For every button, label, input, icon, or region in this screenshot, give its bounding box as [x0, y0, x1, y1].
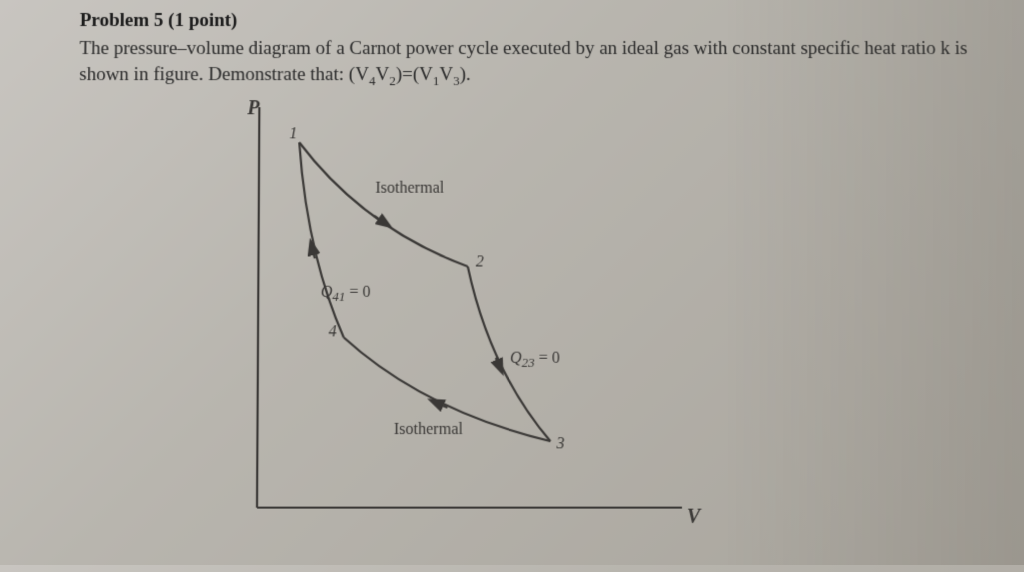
- point-1-label: 1: [289, 125, 297, 143]
- problem-text-pre: The pressure–volume diagram of a Carnot …: [79, 38, 967, 85]
- q23-label: Q23 = 0: [510, 350, 560, 372]
- problem-text-v2: V: [439, 64, 453, 85]
- problem-header: Problem 5 (1 point): [80, 10, 1005, 32]
- curve-1-2: [299, 142, 468, 266]
- q23-eq: = 0: [535, 350, 560, 367]
- isothermal-bottom-label: Isothermal: [394, 421, 463, 439]
- q41-q: Q: [321, 284, 333, 301]
- point-2-label: 2: [476, 253, 484, 271]
- problem-text-mid: )=(V: [396, 64, 433, 85]
- problem-text-post: ).: [460, 64, 471, 85]
- q23-sub: 23: [522, 355, 535, 370]
- diagram-svg: [196, 97, 722, 533]
- isothermal-top-label: Isothermal: [375, 180, 444, 198]
- y-axis: [257, 107, 259, 507]
- problem-text-v: V: [375, 64, 389, 85]
- q41-sub: 41: [332, 289, 345, 304]
- axis-label-v: V: [687, 506, 701, 530]
- point-3-label: 3: [556, 435, 564, 453]
- q41-label: Q41 = 0: [321, 284, 371, 305]
- curve-4-1: [298, 142, 344, 337]
- point-4-label: 4: [329, 323, 337, 341]
- q23-q: Q: [510, 350, 522, 367]
- axis-label-p: P: [247, 97, 259, 120]
- problem-statement: The pressure–volume diagram of a Carnot …: [79, 36, 1005, 89]
- arrow-1-2: [374, 216, 389, 226]
- pv-diagram: P V 1 2 3 4 Isothermal Isothermal Q41 = …: [196, 97, 722, 533]
- q41-eq: = 0: [345, 284, 370, 301]
